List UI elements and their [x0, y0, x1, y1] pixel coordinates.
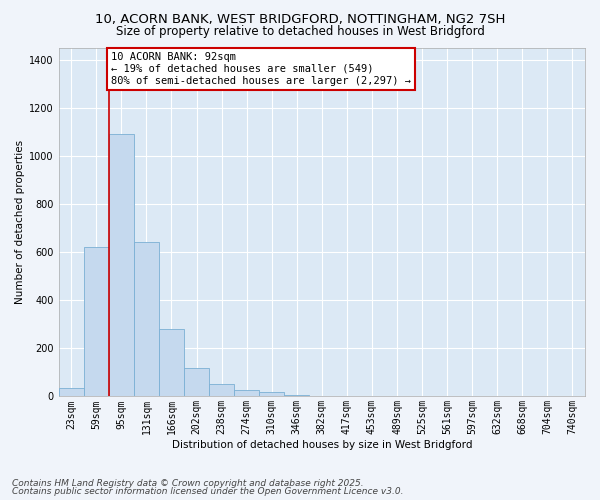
- Bar: [259, 392, 284, 396]
- Bar: [134, 242, 159, 396]
- X-axis label: Distribution of detached houses by size in West Bridgford: Distribution of detached houses by size …: [172, 440, 472, 450]
- Text: 10 ACORN BANK: 92sqm
← 19% of detached houses are smaller (549)
80% of semi-deta: 10 ACORN BANK: 92sqm ← 19% of detached h…: [111, 52, 411, 86]
- Bar: [184, 368, 209, 396]
- Y-axis label: Number of detached properties: Number of detached properties: [15, 140, 25, 304]
- Bar: [284, 395, 309, 396]
- Bar: [59, 388, 84, 396]
- Text: Contains HM Land Registry data © Crown copyright and database right 2025.: Contains HM Land Registry data © Crown c…: [12, 478, 364, 488]
- Bar: [84, 247, 109, 396]
- Bar: [109, 134, 134, 396]
- Bar: [209, 384, 234, 396]
- Bar: [234, 390, 259, 396]
- Text: 10, ACORN BANK, WEST BRIDGFORD, NOTTINGHAM, NG2 7SH: 10, ACORN BANK, WEST BRIDGFORD, NOTTINGH…: [95, 12, 505, 26]
- Text: Contains public sector information licensed under the Open Government Licence v3: Contains public sector information licen…: [12, 487, 404, 496]
- Text: Size of property relative to detached houses in West Bridgford: Size of property relative to detached ho…: [116, 25, 484, 38]
- Bar: [159, 329, 184, 396]
